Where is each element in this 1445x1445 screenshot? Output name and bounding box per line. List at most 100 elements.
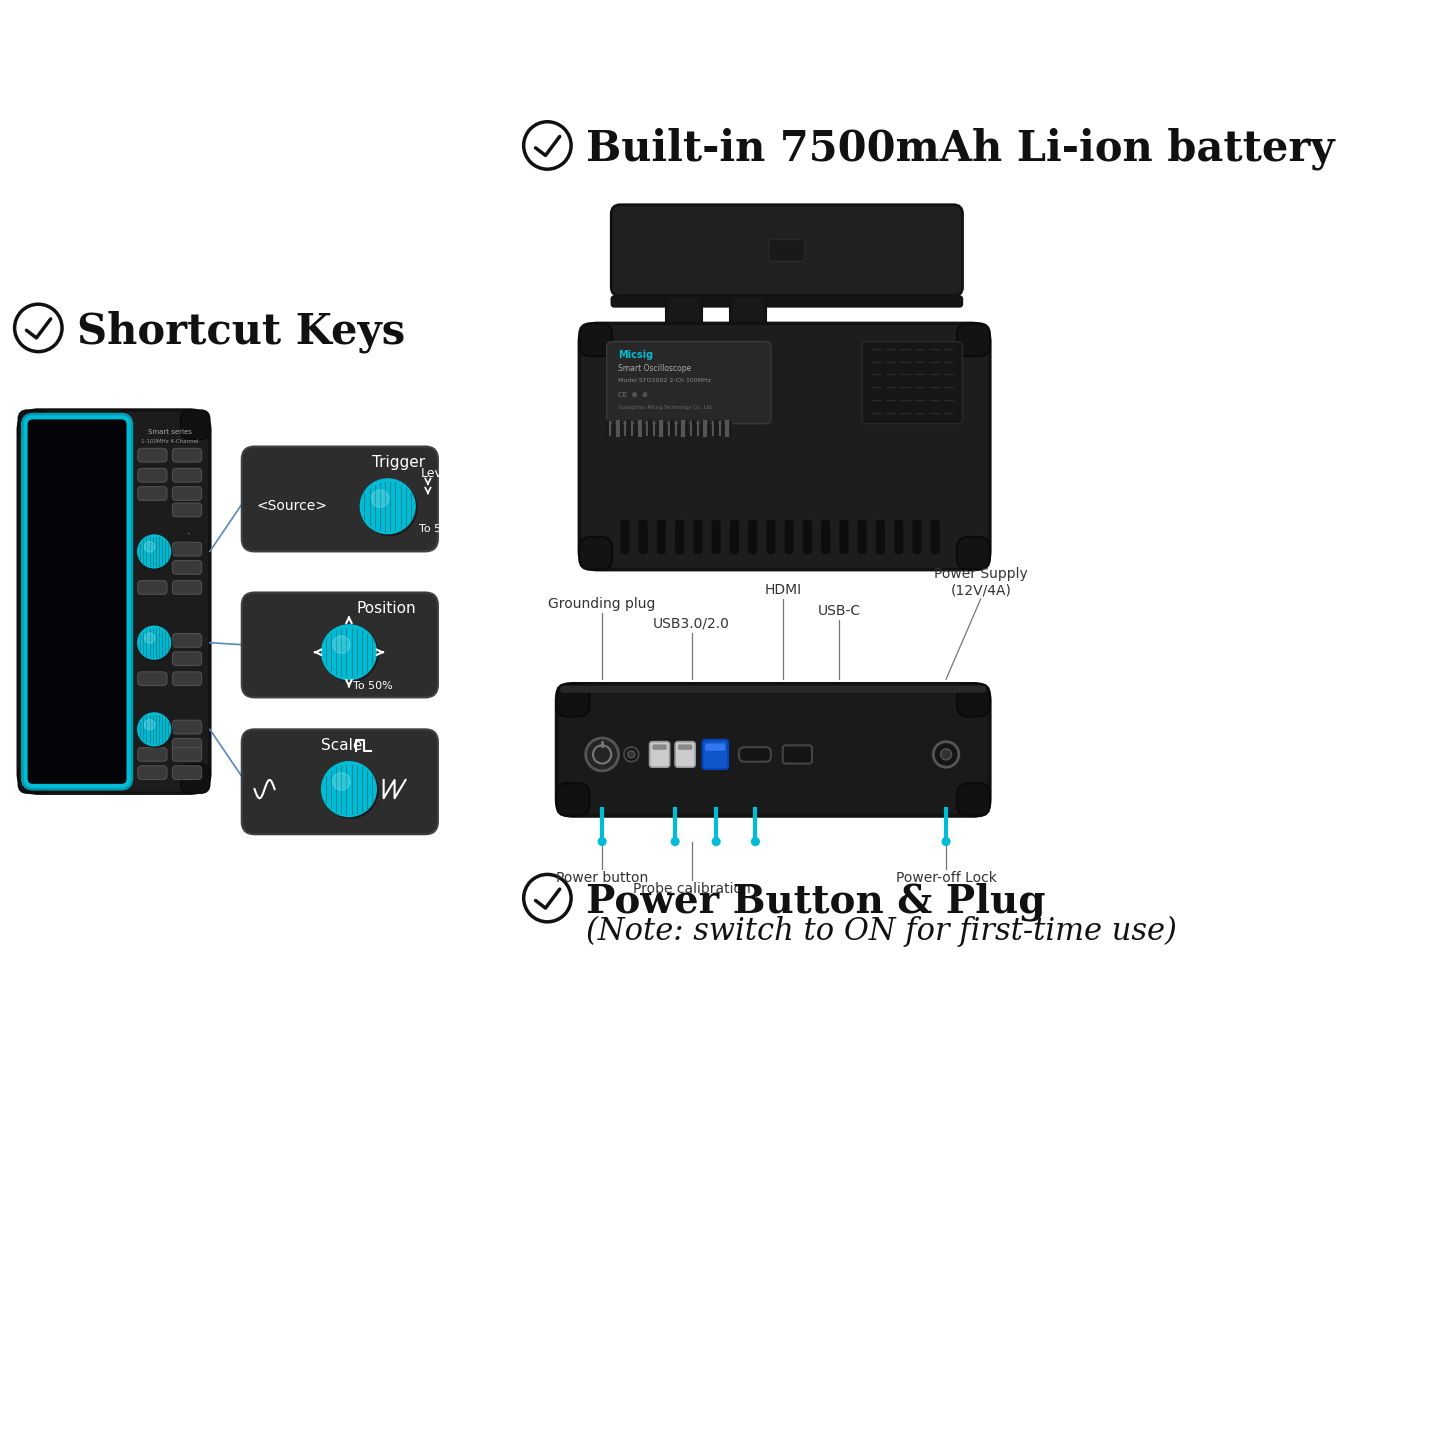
Circle shape [751,837,760,847]
Circle shape [144,720,155,730]
FancyBboxPatch shape [650,741,669,767]
FancyBboxPatch shape [857,520,867,555]
FancyBboxPatch shape [821,520,831,555]
FancyBboxPatch shape [639,520,647,555]
FancyBboxPatch shape [556,683,590,717]
FancyBboxPatch shape [19,410,210,793]
Text: USB-C: USB-C [818,604,861,618]
Circle shape [137,535,171,568]
Text: CE  ⊕  ⊗: CE ⊕ ⊗ [617,392,647,397]
Text: HDMI: HDMI [764,582,802,597]
Text: Grounding plug: Grounding plug [549,597,656,611]
FancyBboxPatch shape [957,324,990,357]
Circle shape [942,837,951,847]
FancyBboxPatch shape [137,766,168,779]
Text: Power Button & Plug: Power Button & Plug [585,883,1045,920]
Circle shape [670,837,679,847]
Text: (Note: switch to ON for first-time use): (Note: switch to ON for first-time use) [585,915,1176,946]
FancyBboxPatch shape [657,520,666,555]
Circle shape [363,481,418,536]
Text: Level: Level [420,467,454,480]
FancyBboxPatch shape [137,672,168,685]
Text: Micsig: Micsig [617,350,653,360]
FancyBboxPatch shape [172,720,202,734]
FancyBboxPatch shape [137,581,168,594]
FancyBboxPatch shape [678,744,692,750]
Text: Position: Position [357,601,416,617]
FancyBboxPatch shape [241,592,438,698]
FancyBboxPatch shape [172,672,202,685]
FancyBboxPatch shape [702,740,728,769]
FancyBboxPatch shape [769,240,805,262]
Circle shape [144,633,155,643]
Polygon shape [666,296,702,324]
Circle shape [140,538,172,569]
Text: Smart series: Smart series [149,429,192,435]
FancyBboxPatch shape [19,410,48,439]
FancyBboxPatch shape [172,766,202,779]
Text: Trigger: Trigger [371,455,425,471]
Circle shape [140,629,172,660]
Circle shape [324,627,379,682]
Circle shape [332,636,350,653]
Text: Smart Oscilloscope: Smart Oscilloscope [617,364,691,373]
Text: Scale: Scale [321,738,363,753]
Circle shape [140,715,172,747]
Circle shape [144,542,155,552]
Text: Guangzhou Micsig Technology Co., Ltd: Guangzhou Micsig Technology Co., Ltd [617,405,711,410]
FancyBboxPatch shape [181,410,210,439]
Text: Power button: Power button [556,871,649,884]
FancyBboxPatch shape [172,561,202,574]
FancyBboxPatch shape [675,520,685,555]
FancyBboxPatch shape [957,683,990,717]
FancyBboxPatch shape [137,448,168,462]
FancyBboxPatch shape [556,683,990,816]
FancyBboxPatch shape [172,503,202,517]
Circle shape [137,626,171,659]
FancyBboxPatch shape [894,520,903,555]
Text: USB3.0/2.0: USB3.0/2.0 [653,617,730,631]
Circle shape [624,747,639,762]
FancyBboxPatch shape [172,747,202,762]
FancyBboxPatch shape [652,744,668,750]
Text: To 50%: To 50% [419,523,458,533]
Circle shape [322,624,376,679]
Text: Power-off Lock: Power-off Lock [896,871,997,884]
FancyBboxPatch shape [611,205,962,296]
Circle shape [332,773,350,790]
FancyBboxPatch shape [863,341,962,423]
FancyBboxPatch shape [172,738,202,753]
Circle shape [941,749,952,760]
Polygon shape [730,296,766,324]
FancyBboxPatch shape [181,764,210,793]
Circle shape [627,751,634,759]
Text: Shortcut Keys: Shortcut Keys [77,311,405,353]
Text: Probe calibration: Probe calibration [633,881,750,896]
FancyBboxPatch shape [694,520,702,555]
FancyBboxPatch shape [172,542,202,556]
FancyBboxPatch shape [785,520,793,555]
FancyBboxPatch shape [957,538,990,569]
FancyBboxPatch shape [579,324,990,569]
FancyBboxPatch shape [172,487,202,500]
Circle shape [933,741,959,767]
FancyBboxPatch shape [561,685,987,692]
FancyBboxPatch shape [912,520,922,555]
Circle shape [322,762,376,816]
Circle shape [585,738,618,770]
Text: To 50%: To 50% [353,682,393,692]
FancyBboxPatch shape [137,468,168,483]
FancyBboxPatch shape [137,747,168,762]
Circle shape [598,837,607,847]
FancyBboxPatch shape [766,520,776,555]
FancyBboxPatch shape [19,764,48,793]
Circle shape [137,712,171,746]
FancyBboxPatch shape [172,652,202,666]
Text: Power Supply
(12V/4A): Power Supply (12V/4A) [933,566,1027,597]
Text: <Source>: <Source> [256,500,327,513]
Text: Model STO2002 2-Ch 100MHz: Model STO2002 2-Ch 100MHz [617,379,711,383]
Text: ·: · [186,529,191,539]
FancyBboxPatch shape [26,418,129,786]
Circle shape [371,490,389,507]
FancyBboxPatch shape [957,783,990,816]
